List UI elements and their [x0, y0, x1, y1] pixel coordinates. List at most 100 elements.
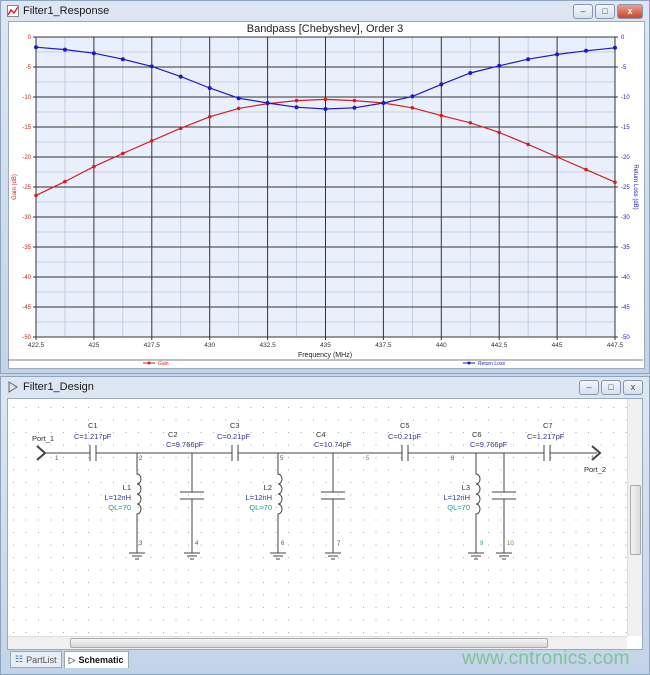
node-label: 2: [139, 456, 143, 462]
inductor-l2[interactable]: [277, 453, 283, 553]
legend-gain-label: Gain: [158, 361, 169, 367]
inductor-l1[interactable]: [136, 453, 142, 553]
y2-axis-label: Return Loss (dB): [632, 164, 638, 209]
y-tick-label: -35: [22, 245, 31, 251]
design-close-button[interactable]: x: [623, 380, 643, 395]
close-button[interactable]: x: [617, 4, 643, 19]
y2-tick-label: -40: [621, 275, 630, 281]
l3-name: L3: [462, 483, 470, 492]
response-chart: Bandpass [Chebyshev], Order 3 422.5 425 42…: [8, 23, 643, 367]
gain-point: [207, 115, 212, 119]
l1-value: L=12nH: [105, 493, 131, 502]
ground-symbol: [184, 552, 200, 560]
c5-name: C5: [400, 421, 410, 430]
schematic-tab-icon: ▷: [68, 654, 76, 665]
y2-tick-label: -30: [621, 215, 630, 221]
node-label: 5: [366, 456, 370, 462]
c7-value: C=1.217pF: [527, 432, 565, 441]
y-tick-label: -20: [22, 155, 31, 161]
gain-point: [323, 97, 328, 102]
y2-tick-label: -35: [621, 245, 630, 251]
return-loss-point: [526, 57, 531, 62]
gain-point: [468, 121, 473, 125]
chart-title: Bandpass [Chebyshev], Order 3: [247, 23, 404, 35]
c4-value: C=10.74pF: [314, 440, 352, 449]
gain-point: [555, 155, 559, 159]
grid-dots: [8, 399, 627, 635]
horizontal-scroll-thumb[interactable]: [70, 638, 548, 648]
port-1-arrow[interactable]: [36, 445, 47, 461]
c2-name: C2: [168, 430, 178, 439]
legend-return-loss: Return Loss: [463, 361, 505, 367]
design-titlebar[interactable]: Filter1_Design: [1, 377, 649, 397]
gain-point: [121, 151, 125, 156]
gain-point: [613, 180, 617, 184]
l1-q: QL=70: [108, 503, 131, 512]
c6-name: C6: [472, 430, 482, 439]
c4-name: C4: [316, 430, 326, 439]
node-label: 7: [337, 541, 341, 547]
capacitor-c7[interactable]: [543, 445, 551, 461]
x-tick-label: 432.5: [259, 342, 276, 349]
return-loss-point: [381, 101, 386, 105]
return-loss-point: [468, 71, 473, 75]
y-tick-label: -50: [22, 335, 31, 341]
return-loss-point: [613, 45, 617, 50]
x-tick-label: 442.5: [491, 342, 508, 349]
response-window-title: Filter1_Response: [23, 5, 110, 17]
y2-tick-label: -10: [621, 95, 630, 101]
design-minimize-button[interactable]: –: [579, 380, 599, 395]
return-loss-point: [265, 101, 270, 105]
y-tick-label: -40: [22, 275, 31, 281]
gain-point: [352, 98, 357, 103]
node-label: 1: [591, 456, 595, 462]
chart-icon: [7, 5, 19, 17]
node-label: 1: [55, 456, 59, 462]
x-tick-label: 447.5: [607, 342, 624, 349]
minimize-button[interactable]: –: [573, 4, 593, 19]
y-tick-label: -30: [22, 215, 31, 221]
capacitor-c1[interactable]: [89, 445, 97, 461]
y-axis-label: Gain (dB): [12, 174, 18, 200]
horizontal-scrollbar[interactable]: [8, 636, 627, 649]
gain-point: [410, 106, 415, 110]
gain-point: [63, 179, 67, 184]
vertical-scrollbar[interactable]: [627, 399, 642, 636]
capacitor-c4[interactable]: [321, 453, 345, 553]
node-label: 9: [480, 541, 484, 547]
gain-point: [497, 130, 502, 135]
gain-point: [178, 126, 183, 130]
return-loss-point: [178, 74, 183, 79]
return-loss-point: [352, 105, 357, 110]
tab-schematic[interactable]: ▷ Schematic: [63, 651, 129, 668]
design-maximize-button[interactable]: □: [601, 380, 621, 395]
return-loss-point: [91, 51, 96, 56]
tab-partlist[interactable]: ☷ PartList: [10, 651, 62, 668]
node-label: 6: [281, 541, 285, 547]
response-titlebar[interactable]: Filter1_Response: [1, 1, 649, 21]
y-tick-label: -15: [22, 125, 31, 131]
capacitor-c5[interactable]: [401, 445, 409, 461]
gain-point: [92, 164, 96, 169]
return-loss-point: [439, 82, 444, 87]
maximize-button[interactable]: □: [595, 4, 615, 19]
port-1-label: Port_1: [32, 434, 54, 443]
gain-point: [526, 142, 530, 147]
y2-tick-label: -50: [621, 335, 630, 341]
l1-name: L1: [123, 483, 131, 492]
ground-symbol: [129, 552, 145, 560]
vertical-scroll-thumb[interactable]: [630, 485, 641, 555]
port-2-label: Port_2: [584, 465, 606, 474]
return-loss-point: [236, 96, 241, 101]
inductor-l3[interactable]: [475, 453, 481, 553]
capacitor-c3[interactable]: [231, 445, 239, 461]
return-loss-point: [294, 105, 299, 110]
y-tick-label: -10: [22, 95, 31, 101]
ground-symbol: [468, 552, 484, 560]
x-tick-label: 427.5: [144, 342, 161, 349]
capacitor-c2[interactable]: [180, 453, 204, 553]
gain-point: [584, 167, 588, 172]
capacitor-c6[interactable]: [492, 453, 516, 553]
port-2-arrow[interactable]: [591, 445, 602, 461]
l3-q: QL=70: [447, 503, 470, 512]
